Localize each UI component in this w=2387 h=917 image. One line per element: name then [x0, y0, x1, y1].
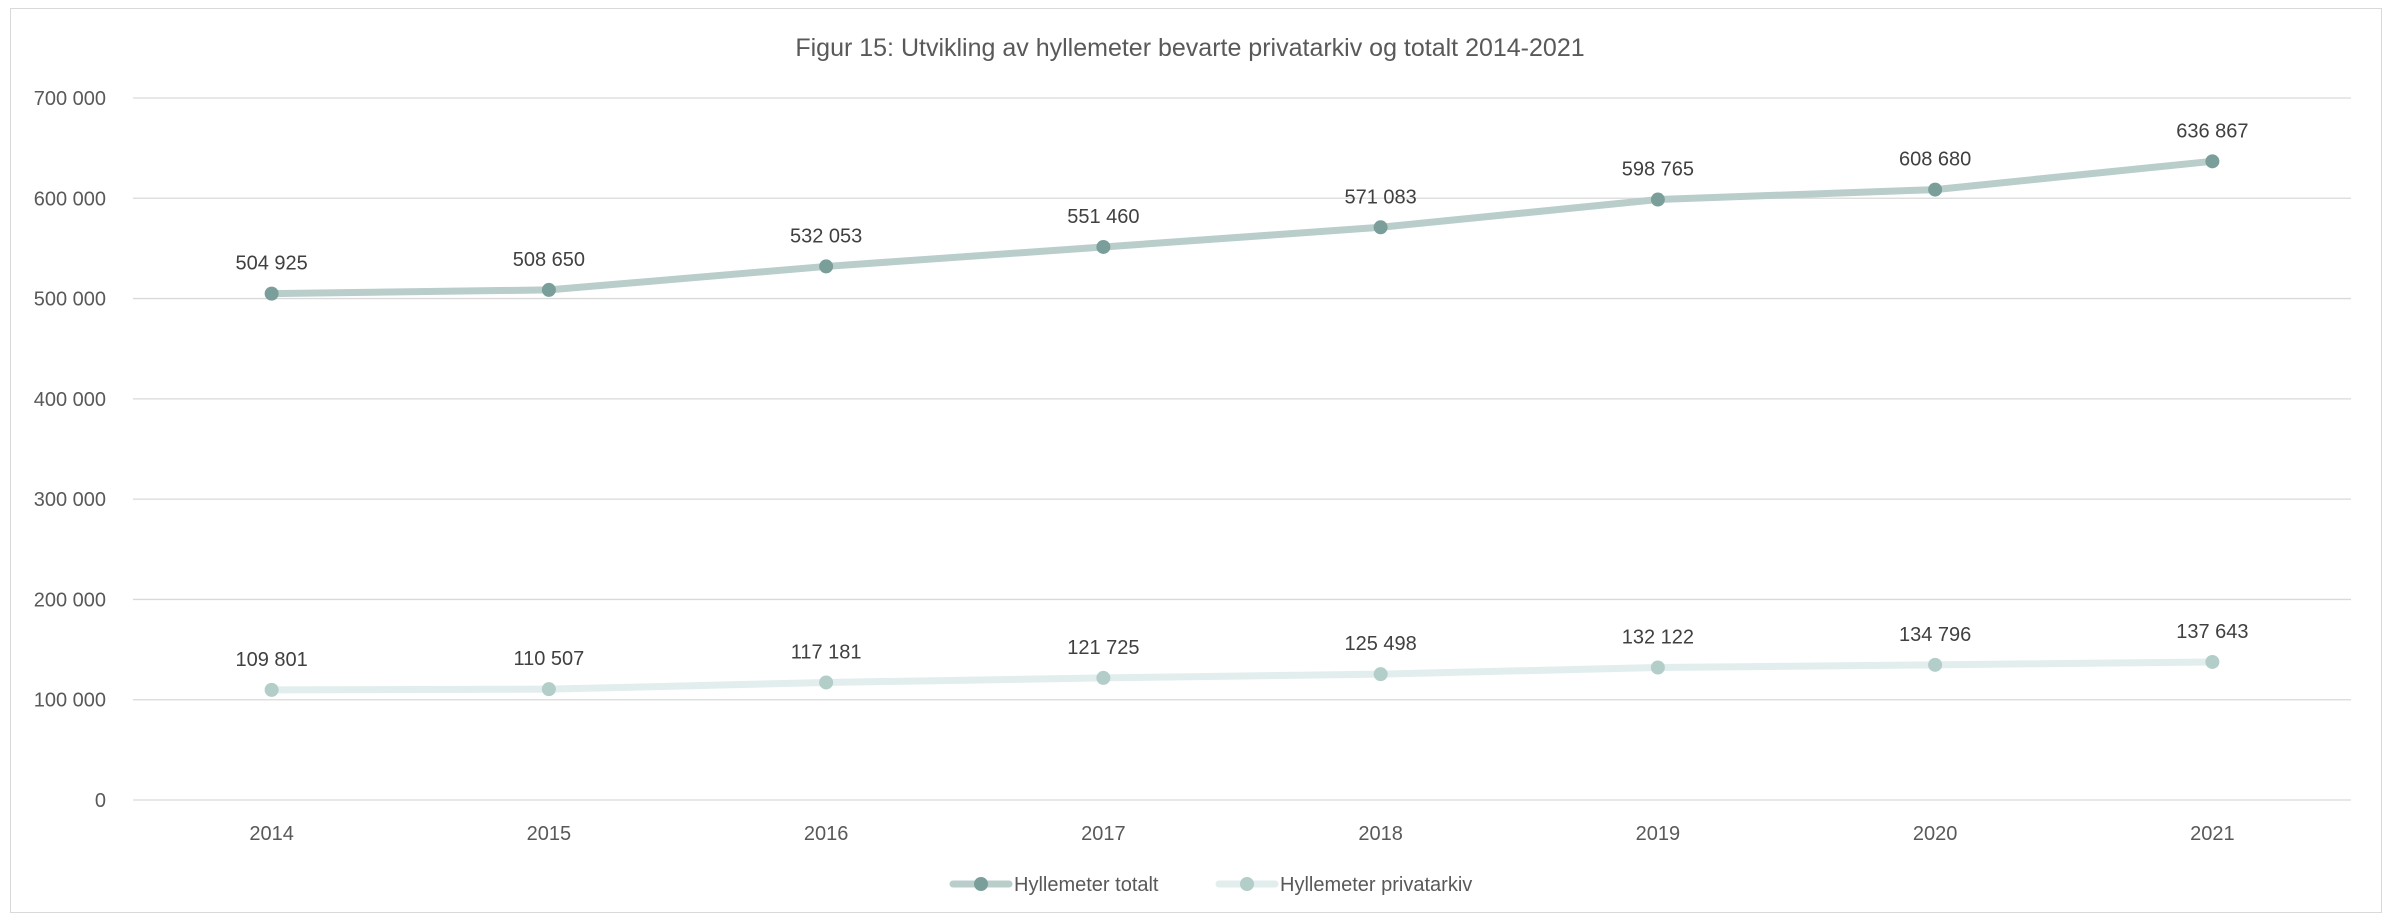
x-tick-label: 2015	[527, 823, 572, 845]
data-label: 134 796	[1899, 624, 1971, 646]
series-1: 504 925 508 650 532 053 551 460 571 083 598 7…	[235, 120, 2249, 301]
series-2: 109 801 110 507 117 181 121 725 125 498 132 1…	[235, 621, 2249, 697]
grid-layer	[133, 97, 2351, 801]
data-label: 598 765	[1622, 159, 1694, 181]
data-label: 110 507	[513, 648, 584, 670]
data-label: 125 498	[1344, 633, 1416, 655]
data-label: 551 460	[1067, 206, 1139, 228]
legend: Hyllemeter totalt Hyllemeter privatarkiv	[949, 874, 1472, 896]
legend-marker	[974, 877, 988, 891]
legend-label: Hyllemeter totalt	[1014, 874, 1159, 896]
chart-frame: Figur 15: Utvikling av hyllemeter bevart…	[10, 8, 2382, 913]
data-point	[1928, 657, 1943, 672]
data-label: 137 643	[2176, 621, 2248, 643]
x-tick-label: 2020	[1913, 823, 1958, 845]
line-chart: Figur 15: Utvikling av hyllemeter bevart…	[34, 34, 2351, 896]
data-label: 532 053	[790, 225, 862, 247]
y-tick-label: 700 000	[34, 88, 106, 110]
data-label: 132 122	[1622, 627, 1694, 649]
series-line	[268, 157, 2216, 298]
y-tick-label: 600 000	[34, 188, 106, 210]
data-label: 504 925	[235, 253, 307, 275]
data-label: 117 181	[791, 641, 862, 663]
data-point	[1373, 220, 1388, 235]
data-point	[1373, 667, 1388, 682]
data-point	[1096, 239, 1111, 254]
legend-marker	[1240, 877, 1254, 891]
legend-item: Hyllemeter totalt	[949, 874, 1159, 896]
y-tick-label: 200 000	[34, 589, 106, 611]
y-tick-label: 500 000	[34, 289, 106, 311]
x-tick-label: 2014	[249, 823, 294, 845]
data-label: 571 083	[1344, 186, 1416, 208]
data-point	[264, 682, 279, 697]
y-axis: 0 100 000 200 000 300 000 400 000 500 000 600 …	[34, 88, 106, 812]
y-tick-label: 300 000	[34, 489, 106, 511]
data-point	[2205, 654, 2220, 669]
data-label: 636 867	[2176, 120, 2248, 142]
data-point	[819, 259, 834, 274]
data-point	[541, 282, 556, 297]
x-tick-label: 2017	[1081, 823, 1126, 845]
x-tick-label: 2019	[1636, 823, 1681, 845]
x-axis: 2014 2015 2016 2017 2018 2019 2020 2021	[249, 823, 2234, 845]
legend-label: Hyllemeter privatarkiv	[1280, 874, 1472, 896]
data-label: 608 680	[1899, 149, 1971, 171]
data-point	[1096, 670, 1111, 685]
legend-item: Hyllemeter privatarkiv	[1215, 874, 1472, 896]
x-tick-label: 2018	[1358, 823, 1403, 845]
data-point	[1650, 192, 1665, 207]
series-line	[268, 658, 2216, 694]
y-tick-label: 100 000	[34, 690, 106, 712]
chart-title: Figur 15: Utvikling av hyllemeter bevart…	[795, 34, 1584, 62]
data-point	[1928, 182, 1943, 197]
y-tick-label: 400 000	[34, 389, 106, 411]
data-point	[819, 675, 834, 690]
data-point	[1650, 660, 1665, 675]
series-layer: 504 925 508 650 532 053 551 460 571 083 598 7…	[235, 120, 2249, 697]
data-point	[2205, 154, 2220, 169]
x-tick-label: 2016	[804, 823, 849, 845]
x-tick-label: 2021	[2190, 823, 2235, 845]
data-label: 508 650	[513, 249, 585, 271]
data-label: 109 801	[235, 649, 307, 671]
data-point	[264, 286, 279, 301]
y-tick-label: 0	[95, 790, 106, 812]
data-label: 121 725	[1067, 637, 1139, 659]
data-point	[541, 682, 556, 697]
